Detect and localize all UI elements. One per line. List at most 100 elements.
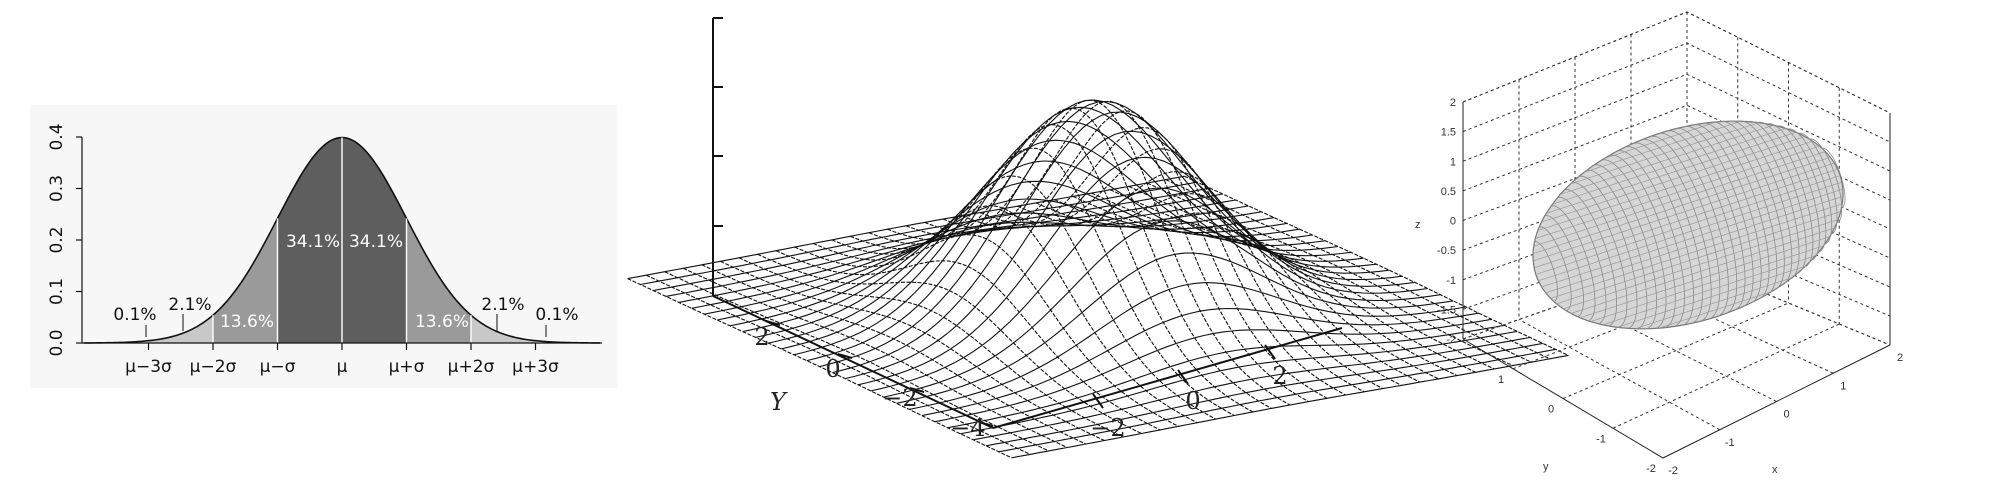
ellipsoid-parallel	[1634, 277, 1792, 330]
x-tick-label: -1	[1725, 437, 1735, 449]
mesh-line	[850, 147, 1235, 416]
ellipsoid-parallel	[1545, 195, 1844, 294]
mesh-line	[883, 220, 1441, 398]
gridline	[1462, 42, 1891, 143]
mesh-line	[979, 148, 1365, 393]
mesh-line	[665, 193, 1223, 297]
ellipsoid-parallel	[1658, 291, 1773, 329]
mesh-line	[683, 267, 1068, 448]
z-tick-label: -2	[1446, 334, 1456, 346]
x-tick-label: μ+2σ	[448, 357, 495, 377]
x-tick-mark	[1264, 344, 1276, 360]
x-tick-label: 2	[1897, 352, 1903, 364]
gaussian-surface-chart: −2 0 2 2 0 −2 −4 Y	[627, 17, 1569, 459]
x-tick-label: 2	[1272, 362, 1287, 390]
mesh-line	[755, 160, 1313, 338]
y-tick-label: 0.3	[47, 175, 67, 202]
x-tick-label: μ−2σ	[190, 357, 237, 377]
mesh-line	[757, 253, 1142, 434]
y-tick-label: -2	[1646, 463, 1656, 475]
mesh-line	[1054, 199, 1439, 380]
ellipsoid-parallel	[1538, 181, 1843, 282]
x-axis-3d	[992, 327, 1343, 429]
gridline	[1630, 280, 1834, 374]
band-label: 2.1%	[481, 295, 524, 315]
mesh-line	[812, 205, 1198, 424]
y-tick-label: 0.0	[47, 329, 67, 356]
ellipsoid-meridian	[1821, 147, 1846, 209]
y-tick-label: −4	[950, 414, 985, 442]
band-separators	[212, 137, 472, 343]
mesh-line	[1147, 182, 1532, 363]
mesh-line	[775, 250, 1161, 431]
mesh-line	[832, 111, 1390, 374]
band-label-group: 0.1% 2.1% 13.6% 34.1% 34.1% 13.6% 2.1% 0.1%	[113, 232, 579, 337]
ellipsoid-parallel	[1533, 162, 1835, 262]
density-band	[148, 315, 213, 343]
y-tick-mark	[765, 320, 781, 326]
y-tick-label: 0	[825, 355, 840, 383]
band-label: 0.1%	[535, 305, 578, 325]
mesh-line	[738, 257, 1124, 438]
gridline	[1462, 135, 1891, 230]
ellipsoid-parallel	[1602, 255, 1816, 326]
gridline	[1462, 104, 1891, 201]
z-tick-label: -0.5	[1437, 245, 1456, 257]
mesh-line	[1109, 189, 1495, 370]
mesh-line	[973, 336, 1531, 441]
y-axis-label: y	[1543, 461, 1549, 473]
mesh-line	[1165, 179, 1551, 360]
normal-distribution-chart: 0.00.10.20.30.4 μ−3σ μ−2σ μ−σ μ μ+σ μ+2σ μ+3σ …	[30, 105, 617, 388]
mesh-line	[934, 318, 1492, 423]
y-tick-mark	[837, 353, 853, 359]
y-tick-label: 0	[1548, 404, 1554, 416]
mesh-line	[998, 171, 1384, 390]
mesh-line	[1017, 193, 1402, 386]
y-tick-label: -1	[1596, 433, 1606, 445]
mesh-line	[887, 107, 1272, 409]
ellipsoid-parallel	[1617, 265, 1806, 328]
mesh-line	[1091, 192, 1476, 373]
mesh-line	[1128, 185, 1513, 367]
axis-tick-group: 2 1.5 1 0.5 0 -0.5 -1 -1.5 -2 -2 -1 0 1 2 -2 -1 0 1	[1437, 97, 1903, 477]
density-curve	[83, 136, 601, 344]
z-tick-label: 0.5	[1441, 186, 1456, 198]
mesh-line	[924, 100, 1309, 403]
ellipsoid-parallel	[1556, 211, 1841, 305]
mesh-line	[627, 175, 1185, 280]
band-label: 13.6%	[415, 312, 469, 332]
y-tick-label: 0.2	[47, 226, 67, 253]
mesh-line	[1011, 354, 1569, 459]
y-axis-label: Y	[770, 388, 788, 416]
y-tick-mark	[978, 421, 994, 427]
y-tick-mark	[909, 387, 925, 393]
gridline	[1562, 302, 1789, 399]
band-label: 0.1%	[113, 305, 156, 325]
y-tick-group: 0.0 0.1 0.2 0.3 0.4	[47, 123, 82, 357]
box-edge	[1462, 11, 1891, 114]
gridline	[1462, 11, 1891, 114]
y-tick-label: 1	[1498, 374, 1504, 386]
y-tick-label: 0.4	[47, 123, 67, 150]
band-label: 13.6%	[220, 312, 274, 332]
mesh-line	[664, 271, 1049, 452]
ellipsoid-parallel	[1552, 128, 1786, 205]
ellipsoid-parallel	[1533, 151, 1826, 247]
x-tick-label: μ−3σ	[125, 357, 172, 377]
x-tick-label: μ+3σ	[512, 357, 559, 377]
ellipsoid-parallel	[1584, 120, 1742, 173]
gaussian-mesh	[627, 99, 1569, 459]
mesh-line	[857, 156, 1415, 386]
z-tick-label: 2	[1450, 97, 1456, 109]
x-tick-label: 1	[1840, 380, 1846, 392]
z-tick-label: 0	[1450, 216, 1456, 228]
x-tick-label: μ	[337, 357, 348, 377]
ellipsoid-parallel	[1579, 236, 1830, 319]
x-tick-label: -2	[1668, 465, 1678, 477]
mesh-line	[627, 278, 1012, 459]
ellipsoid-parallel	[1532, 156, 1831, 255]
gridline	[1462, 73, 1891, 172]
ellipsoid-surface-chart: 2 1.5 1 0.5 0 -0.5 -1 -1.5 -2 -2 -1 0 1 2 -2 -1 0 1 z y x	[1415, 11, 1903, 477]
y-tick-label: 2	[754, 323, 769, 351]
